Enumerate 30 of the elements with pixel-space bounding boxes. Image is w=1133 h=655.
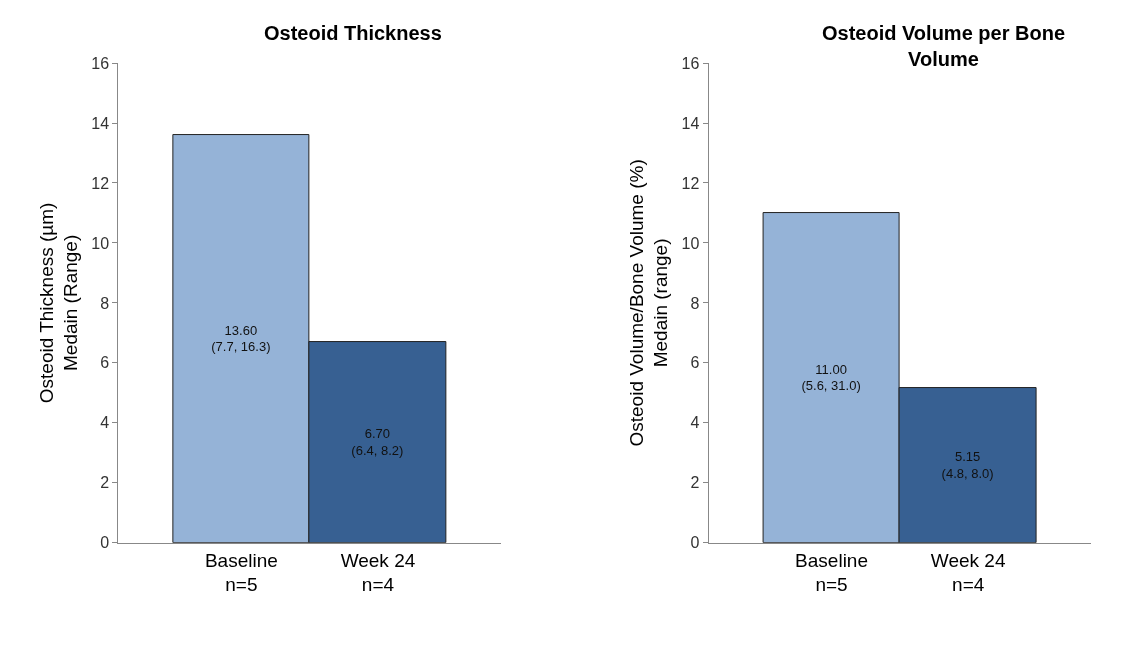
chart-title: Osteoid Volume per Bone Volume [822,22,1065,70]
y-tick-label: 0 [690,534,700,552]
y-tick-label: 8 [690,294,700,312]
x-tick-label: Week 24 n=4 [340,549,416,596]
data-label: 13.60 (7.7, 16.3) [211,322,271,355]
y-axis-title: Osteoid Volume/Bone Volume (%) Medain (range) [625,159,672,447]
x-tick-label: Baseline n=5 [204,549,278,596]
data-label: 11.00 (5.6, 31.0) [801,361,861,394]
data-label: 5.15 (4.8, 8.0) [941,449,994,481]
y-tick-label: 10 [91,234,110,252]
y-tick-label: 6 [690,354,700,372]
y-tick-label: 12 [91,174,110,192]
y-tick-label: 14 [681,114,700,132]
y-tick-label: 16 [91,54,110,72]
x-tick-label: Week 24 n=4 [930,549,1006,596]
y-axis-title: Osteoid Thickness (µm) Medain (Range) [35,202,82,404]
y-tick-label: 8 [100,294,110,312]
y-tick-label: 6 [100,354,110,372]
y-tick-label: 2 [690,474,700,492]
y-tick-label: 4 [100,414,110,432]
y-tick-label: 12 [681,174,700,192]
y-tick-label: 10 [681,234,700,252]
y-tick-label: 16 [681,54,700,72]
y-tick-label: 0 [100,534,110,552]
x-tick-label: Baseline n=5 [795,549,868,596]
data-label: 6.70 (6.4, 8.2) [351,426,404,458]
chart-title: Osteoid Thickness [264,22,442,44]
y-tick-label: 2 [100,474,110,492]
y-tick-label: 14 [91,114,110,132]
y-tick-label: 4 [690,414,700,432]
